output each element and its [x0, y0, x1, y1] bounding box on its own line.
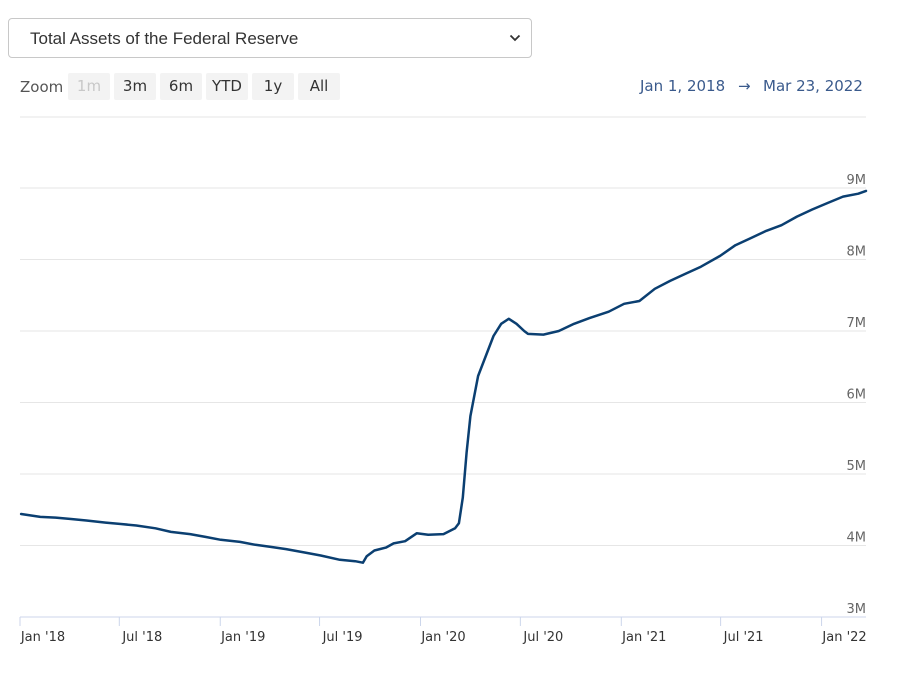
y-axis-ticks: 3M 4M 5M 6M 7M 8M 9M — [847, 173, 867, 617]
zoom-3m-button[interactable]: 3m — [114, 73, 156, 100]
x-tick-label: Jan '19 — [220, 630, 265, 645]
series-select[interactable]: Total Assets of the Federal Reserve — [8, 18, 532, 58]
x-tick-label: Jan '22 — [821, 630, 866, 645]
grid-lines — [20, 116, 866, 546]
zoom-label: Zoom — [20, 78, 64, 96]
range-from[interactable]: Jan 1, 2018 — [640, 77, 726, 95]
zoom-6m-button[interactable]: 6m — [160, 73, 202, 100]
series-line[interactable] — [19, 189, 868, 564]
series-select-label: Total Assets of the Federal Reserve — [30, 29, 299, 48]
y-tick-label: 4M — [847, 531, 867, 546]
x-tick-label: Jul '20 — [522, 630, 563, 645]
y-tick-label: 5M — [847, 459, 867, 474]
zoom-ytd-button[interactable]: YTD — [206, 73, 248, 100]
range-arrow: → — [738, 77, 751, 95]
x-tick-label: Jul '18 — [121, 630, 162, 645]
x-tick-label: Jan '21 — [621, 630, 666, 645]
y-tick-label: 9M — [847, 173, 867, 188]
x-tick-label: Jul '21 — [723, 630, 764, 645]
range-to[interactable]: Mar 23, 2022 — [763, 77, 863, 95]
chevron-down-icon — [509, 34, 521, 42]
y-tick-label: 8M — [847, 245, 867, 260]
x-tick-label: Jan '18 — [20, 630, 65, 645]
zoom-1m-button[interactable]: 1m — [68, 73, 110, 100]
y-tick-label: 3M — [847, 602, 867, 617]
zoom-all-button[interactable]: All — [298, 73, 340, 100]
x-axis-ticks: Jan '18 Jul '18 Jan '19 Jul '19 Jan '20 Jul '… — [19, 617, 867, 645]
x-tick-label: Jan '20 — [420, 630, 465, 645]
y-tick-label: 7M — [847, 316, 867, 331]
y-tick-label: 6M — [847, 388, 867, 403]
zoom-1y-button[interactable]: 1y — [252, 73, 294, 100]
x-tick-label: Jul '19 — [322, 630, 363, 645]
